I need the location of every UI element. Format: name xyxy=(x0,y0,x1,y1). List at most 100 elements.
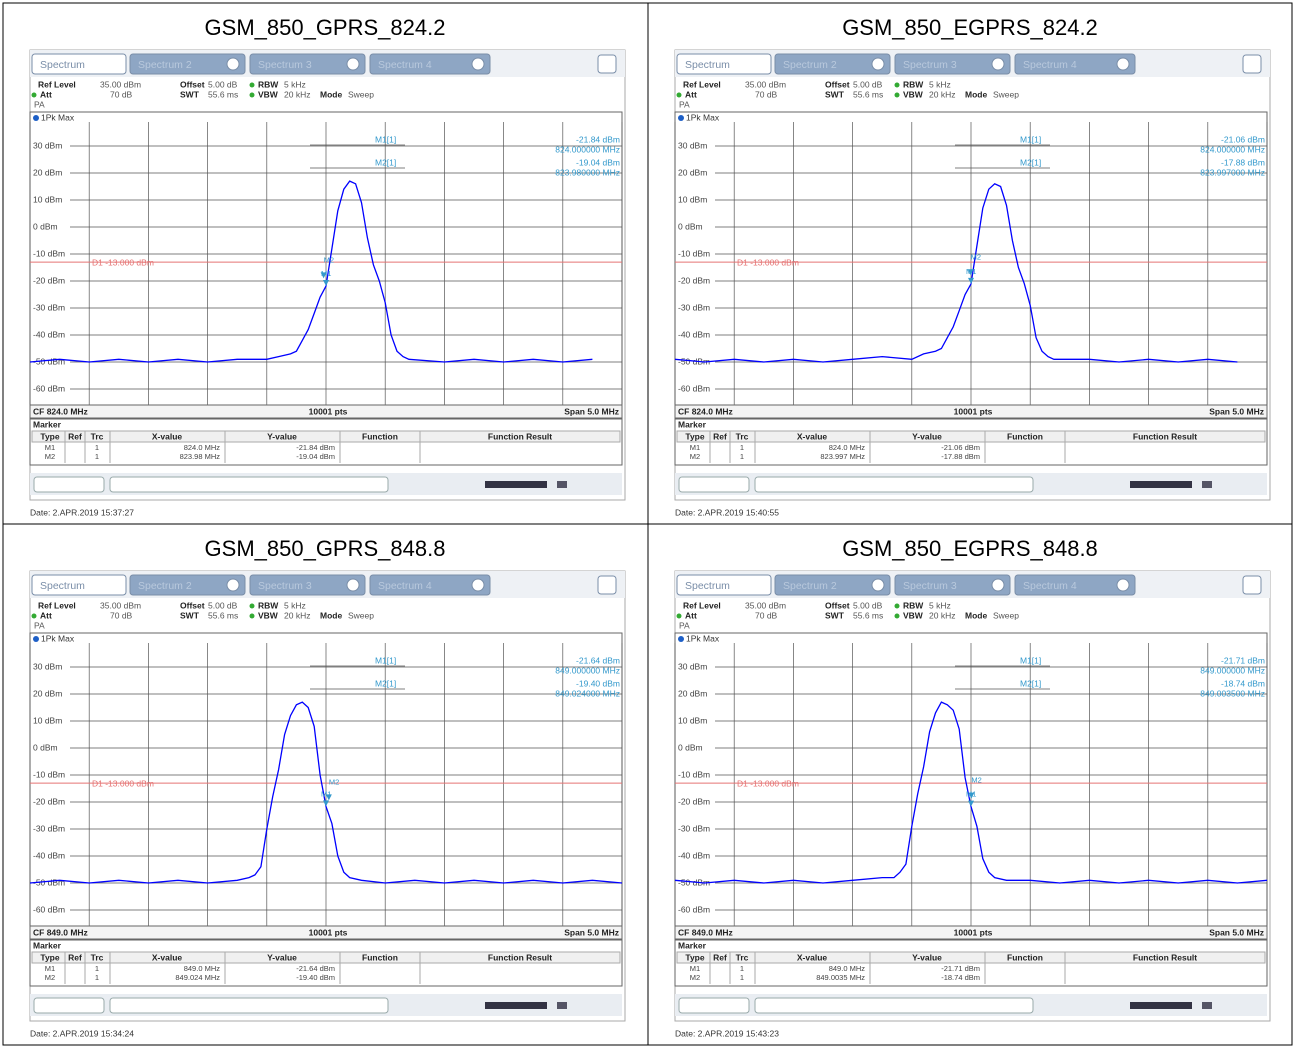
readout-name: M1[1] xyxy=(1020,655,1041,665)
y-tick-label: -40 dBm xyxy=(678,329,710,339)
tab-close xyxy=(1117,58,1129,70)
status-dot xyxy=(250,83,255,88)
panel-title: GSM_850_GPRS_824.2 xyxy=(205,15,446,40)
table-cell: 1 xyxy=(95,973,99,982)
setting: VBW xyxy=(903,610,924,620)
y-tick-label: -20 dBm xyxy=(678,275,710,285)
status-dot xyxy=(677,93,682,98)
table-header: Ref xyxy=(68,431,82,441)
table-header: Ref xyxy=(713,952,727,962)
y-tick-label: -30 dBm xyxy=(678,302,710,312)
table-cell: 823.997 MHz xyxy=(820,452,865,461)
tab-close xyxy=(227,579,239,591)
table-header: X-value xyxy=(152,431,183,441)
tab-close xyxy=(872,579,884,591)
table-cell: M2 xyxy=(45,973,55,982)
setting: SWT xyxy=(180,610,200,620)
menu-icon xyxy=(1243,55,1261,73)
readout-level: -19.40 dBm xyxy=(576,678,620,688)
panel-title: GSM_850_GPRS_848.8 xyxy=(205,536,446,561)
table-caption: Marker xyxy=(678,419,707,429)
footer-text: 10001 pts xyxy=(954,927,993,937)
table-header: Trc xyxy=(736,431,749,441)
display-line-label: D1 -13.000 dBm xyxy=(737,778,799,788)
setting: 35.00 dBm xyxy=(745,79,786,89)
tab-close xyxy=(1117,579,1129,591)
trace-dot xyxy=(33,636,39,642)
y-tick-label: -20 dBm xyxy=(678,796,710,806)
setting: Offset xyxy=(180,79,205,89)
setting: 5.00 dB xyxy=(208,79,238,89)
table-header: Y-value xyxy=(912,431,942,441)
progress-end xyxy=(1202,1002,1212,1009)
trace-dot xyxy=(678,636,684,642)
display-line-label: D1 -13.000 dBm xyxy=(92,778,154,788)
readout-level: -21.06 dBm xyxy=(1221,134,1265,144)
table-header: Type xyxy=(685,952,704,962)
tab-label: Spectrum 2 xyxy=(783,59,837,71)
table-cell: M1 xyxy=(690,964,700,973)
setting: PA xyxy=(679,620,690,630)
y-tick-label: -10 dBm xyxy=(33,769,65,779)
y-tick-label: 20 dBm xyxy=(678,167,707,177)
table-caption: Marker xyxy=(678,940,707,950)
setting: PA xyxy=(34,99,45,109)
footer-text: 10001 pts xyxy=(954,406,993,416)
setting: Sweep xyxy=(993,89,1019,99)
setting: 5.00 dB xyxy=(208,600,238,610)
progress-end xyxy=(557,1002,567,1009)
setting: Offset xyxy=(180,600,205,610)
y-tick-label: 10 dBm xyxy=(678,194,707,204)
progress xyxy=(1130,1002,1192,1009)
panel-title: GSM_850_EGPRS_824.2 xyxy=(842,15,1098,40)
tab-label: Spectrum 3 xyxy=(258,580,312,592)
y-tick-label: 30 dBm xyxy=(33,140,62,150)
table-cell: -19.04 dBm xyxy=(296,452,335,461)
y-tick-label: 10 dBm xyxy=(33,715,62,725)
setting: Ref Level xyxy=(38,79,76,89)
tab-close xyxy=(472,579,484,591)
y-tick-label: -30 dBm xyxy=(33,823,65,833)
table-header: Type xyxy=(685,431,704,441)
readout-name: M2[1] xyxy=(375,157,396,167)
tab-label: Spectrum 2 xyxy=(138,580,192,592)
readout-freq: 849.000000 MHz xyxy=(555,665,620,675)
table-cell: M2 xyxy=(690,452,700,461)
table-header: Function Result xyxy=(1133,952,1197,962)
footer-text: Span 5.0 MHz xyxy=(564,406,619,416)
table-header: Function xyxy=(362,431,398,441)
y-tick-label: -20 dBm xyxy=(33,275,65,285)
status-dot xyxy=(895,93,900,98)
y-tick-label: 10 dBm xyxy=(33,194,62,204)
table-cell: M1 xyxy=(45,964,55,973)
readout-name: M1[1] xyxy=(375,655,396,665)
y-tick-label: 0 dBm xyxy=(33,742,58,752)
table-cell: M2 xyxy=(690,973,700,982)
tab-label: Spectrum 3 xyxy=(903,59,957,71)
setting: PA xyxy=(34,620,45,630)
tab-close xyxy=(472,58,484,70)
readout-freq: 849.003500 MHz xyxy=(1200,688,1265,698)
date: Date: 2.APR.2019 15:34:24 xyxy=(30,1028,134,1038)
tab-label: Spectrum 2 xyxy=(138,59,192,71)
table-cell: -18.74 dBm xyxy=(941,973,980,982)
setting: 55.6 ms xyxy=(208,610,238,620)
tab-close xyxy=(227,58,239,70)
table-header: X-value xyxy=(152,952,183,962)
setting: 5 kHz xyxy=(929,79,951,89)
table-cell: 849.0 MHz xyxy=(184,964,221,973)
table-cell: -19.40 dBm xyxy=(296,973,335,982)
setting: 35.00 dBm xyxy=(100,600,141,610)
setting: Att xyxy=(40,610,52,620)
setting: PA xyxy=(679,99,690,109)
marker-label: M2 xyxy=(971,252,981,261)
table-cell: -21.64 dBm xyxy=(296,964,335,973)
tab-label: Spectrum 3 xyxy=(258,59,312,71)
setting: 70 dB xyxy=(110,610,133,620)
y-tick-label: -10 dBm xyxy=(678,769,710,779)
marker-label: M2 xyxy=(971,776,981,785)
tab-close xyxy=(992,58,1004,70)
table-cell: -17.88 dBm xyxy=(941,452,980,461)
table-cell: 1 xyxy=(740,443,744,452)
table-cell: 824.0 MHz xyxy=(184,443,221,452)
